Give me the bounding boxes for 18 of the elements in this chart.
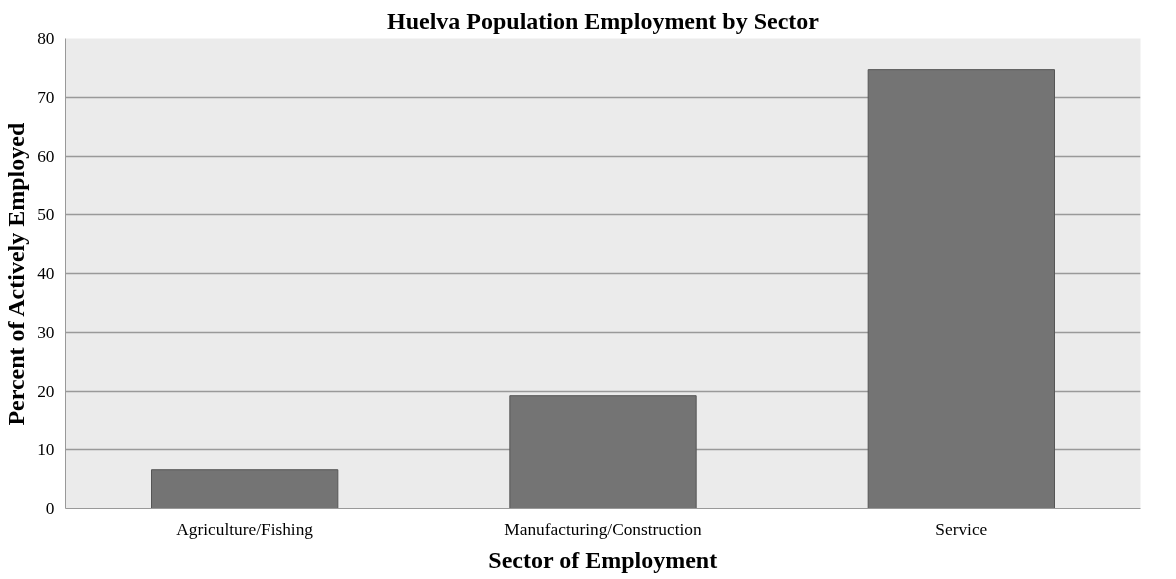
y-tick-label: 80 (37, 29, 55, 48)
bar (151, 469, 339, 509)
y-tick-label: 70 (37, 87, 55, 107)
x-tick-label: Agriculture/Fishing (176, 519, 314, 539)
chart-title: Huelva Population Employment by Sector (386, 7, 820, 34)
x-tick-label: Manufacturing/Construction (504, 519, 702, 539)
bar (509, 395, 697, 509)
y-tick-label: 20 (37, 381, 55, 401)
y-tick-label: 50 (37, 205, 55, 225)
x-axis-title: Sector of Employment (488, 546, 718, 573)
x-tick-label: Service (935, 519, 988, 539)
bar (867, 69, 1055, 509)
y-tick-label: 60 (37, 146, 55, 166)
y-tick-label: 10 (37, 440, 55, 460)
y-axis-title: Percent of Actively Employed (3, 122, 30, 426)
y-tick-label: 0 (45, 499, 55, 518)
y-tick-label: 40 (37, 264, 55, 283)
y-tick-label: 30 (37, 322, 55, 342)
